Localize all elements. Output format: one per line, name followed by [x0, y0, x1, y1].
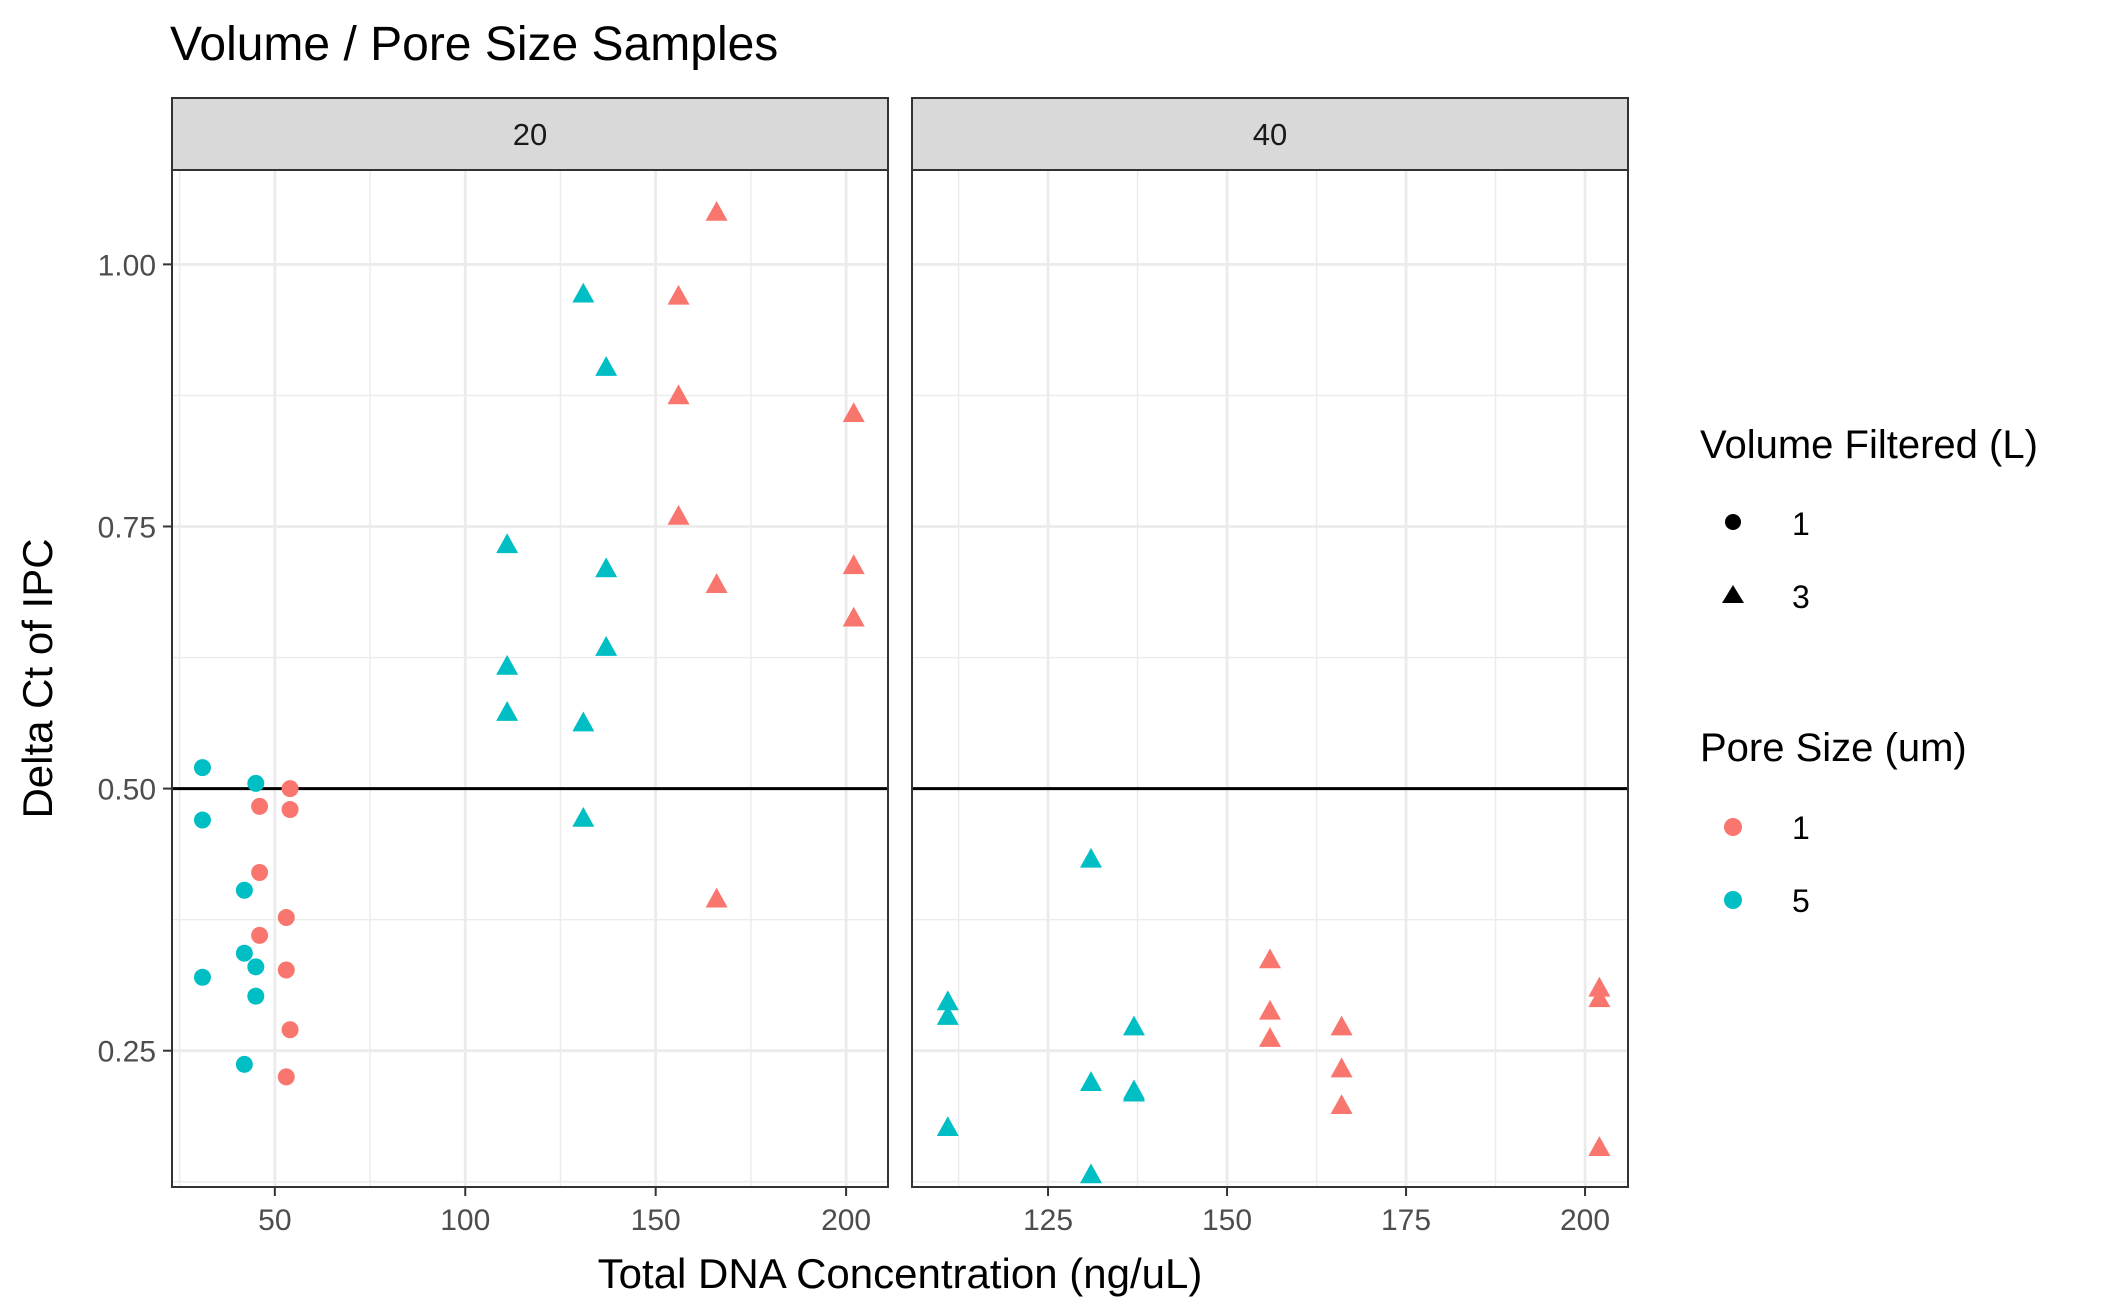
data-point	[572, 806, 595, 827]
data-point	[595, 356, 618, 376]
facet-strip	[171, 97, 889, 171]
data-point	[1122, 1081, 1145, 1102]
legend-shape-label-1: 1	[1792, 506, 1810, 542]
data-point	[595, 636, 618, 656]
legend-color-marker-1	[1724, 818, 1742, 836]
legend-triangle-marker	[1722, 585, 1744, 603]
x-tick-label: 50	[258, 1204, 291, 1237]
data-point	[1330, 1094, 1353, 1115]
facet-strip-label: 20	[513, 117, 547, 152]
legend-color-label-5: 5	[1792, 883, 1810, 919]
data-point	[235, 1055, 253, 1073]
data-point	[251, 797, 269, 815]
data-point	[667, 504, 690, 525]
data-point	[277, 961, 295, 979]
data-point	[496, 533, 519, 554]
data-point	[1588, 976, 1611, 997]
data-point	[842, 402, 865, 423]
data-point	[277, 909, 295, 927]
legend: Volume Filtered (L) 1 3 Pore Size (um) 1…	[1700, 423, 2038, 919]
data-point	[247, 958, 265, 976]
data-point	[667, 384, 690, 405]
y-tick-label: 0.25	[98, 1036, 156, 1069]
x-tick-label: 150	[631, 1204, 681, 1237]
data-point	[235, 944, 253, 962]
x-tick-label: 125	[1023, 1204, 1073, 1237]
data-point	[247, 774, 265, 792]
data-point	[235, 881, 253, 899]
x-tick-label: 200	[821, 1204, 871, 1237]
data-point	[667, 284, 690, 305]
data-point	[193, 811, 211, 829]
data-point	[1259, 999, 1281, 1020]
data-point	[572, 711, 595, 732]
data-point	[281, 1021, 299, 1039]
data-point	[936, 1116, 959, 1137]
data-point	[496, 701, 519, 721]
data-point	[1588, 987, 1611, 1008]
facet-panel-20: 50 100 150 200 20 0.25 0.50 0.75 1.00	[98, 97, 889, 1237]
data-point	[1080, 1163, 1102, 1184]
data-point	[705, 573, 728, 593]
data-point	[842, 606, 865, 627]
data-point	[842, 554, 865, 575]
data-point	[1080, 847, 1102, 868]
facet-strip	[911, 97, 1629, 171]
data-point	[572, 282, 595, 303]
data-point	[281, 801, 299, 819]
data-point	[281, 780, 299, 798]
facet-panels: 50 100 150 200 20 0.25 0.50 0.75 1.00 125 150 175 20…	[98, 97, 1629, 1237]
data-point	[1259, 1027, 1281, 1047]
y-tick-label: 0.75	[98, 511, 156, 544]
legend-shape-title: Volume Filtered (L)	[1700, 423, 2038, 467]
facet-strip-label: 40	[1253, 117, 1287, 152]
x-tick-label: 200	[1560, 1204, 1610, 1237]
legend-color-title: Pore Size (um)	[1700, 726, 1967, 770]
data-point	[277, 1068, 295, 1086]
data-point	[251, 863, 269, 881]
y-tick-label: 1.00	[98, 249, 156, 282]
x-tick-label: 150	[1202, 1204, 1252, 1237]
data-point	[1330, 1015, 1353, 1036]
data-point	[1330, 1057, 1353, 1078]
x-tick-label: 100	[440, 1204, 490, 1237]
facet-panel-40: 125 150 175 200 40	[911, 97, 1629, 1237]
data-point	[1080, 1071, 1102, 1091]
data-point	[705, 887, 728, 908]
data-point	[1588, 1136, 1611, 1156]
data-point	[1122, 1015, 1145, 1036]
chart-title: Volume / Pore Size Samples	[170, 18, 778, 71]
x-tick-label: 175	[1381, 1204, 1431, 1237]
legend-circle-marker	[1725, 514, 1741, 530]
panel-background	[172, 170, 888, 1187]
data-point	[705, 200, 728, 221]
data-point	[247, 987, 265, 1005]
x-axis-title: Total DNA Concentration (ng/uL)	[598, 1250, 1203, 1297]
data-point	[936, 1005, 959, 1025]
data-point	[193, 968, 211, 986]
data-point	[496, 654, 519, 675]
legend-color-marker-5	[1724, 891, 1742, 909]
legend-color-label-1: 1	[1792, 810, 1810, 846]
data-point	[193, 759, 211, 777]
y-axis-title: Delta Ct of IPC	[14, 538, 61, 818]
data-point	[251, 926, 269, 944]
data-point	[1259, 948, 1281, 969]
legend-shape-label-3: 3	[1792, 579, 1810, 615]
y-tick-label: 0.50	[98, 774, 156, 807]
data-point	[595, 557, 618, 578]
data-point	[936, 990, 959, 1011]
